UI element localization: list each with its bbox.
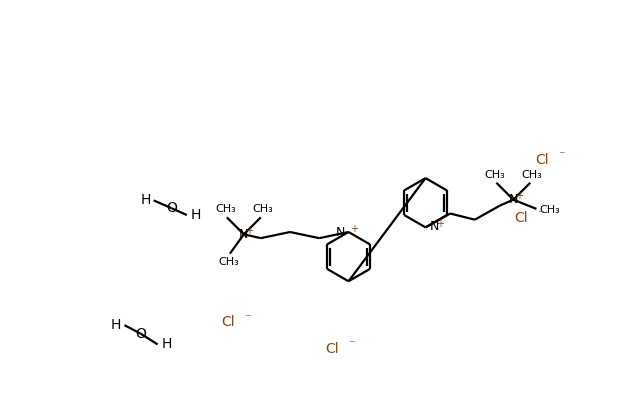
Text: +: +	[350, 224, 358, 234]
Text: ⁻: ⁻	[245, 312, 251, 325]
Text: N: N	[239, 228, 248, 241]
Text: ⁻: ⁻	[558, 149, 564, 162]
Text: Cl: Cl	[514, 211, 528, 225]
Text: +: +	[514, 191, 523, 201]
Text: N: N	[429, 220, 439, 233]
Text: O: O	[135, 327, 146, 341]
Text: H: H	[140, 194, 150, 207]
Text: Cl: Cl	[325, 342, 339, 356]
Text: N: N	[336, 226, 344, 239]
Text: CH₃: CH₃	[215, 204, 236, 214]
Text: CH₃: CH₃	[252, 204, 272, 214]
Text: O: O	[166, 201, 177, 215]
Text: CH₃: CH₃	[218, 257, 239, 266]
Text: CH₃: CH₃	[485, 170, 505, 180]
Text: H: H	[161, 337, 172, 352]
Text: CH₃: CH₃	[540, 205, 560, 215]
Text: N: N	[509, 193, 518, 206]
Text: +: +	[245, 226, 253, 236]
Text: Cl: Cl	[535, 153, 549, 167]
Text: +: +	[435, 219, 444, 228]
Text: CH₃: CH₃	[521, 170, 542, 180]
Text: Cl: Cl	[221, 315, 235, 329]
Text: H: H	[191, 208, 201, 222]
Text: ⁻: ⁻	[537, 208, 544, 221]
Text: ⁻: ⁻	[348, 339, 355, 352]
Text: H: H	[111, 318, 121, 332]
